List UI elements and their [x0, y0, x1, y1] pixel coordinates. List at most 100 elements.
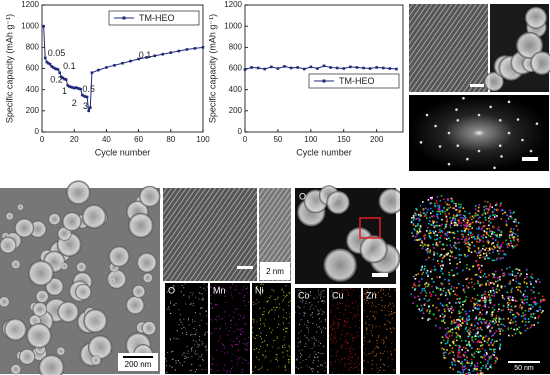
- map-dot: [283, 316, 285, 318]
- map-dot: [282, 346, 284, 348]
- overlay-dot: [436, 221, 438, 223]
- map-dot: [199, 344, 201, 346]
- overlay-dot: [461, 318, 464, 320]
- map-dot: [366, 300, 368, 302]
- overlay-dot: [495, 202, 498, 205]
- overlay-dot: [523, 298, 526, 301]
- map-dot: [226, 290, 228, 292]
- overlay-dot: [472, 367, 475, 370]
- overlay-dot: [453, 321, 456, 324]
- map-dot: [304, 335, 306, 337]
- overlay-dot: [439, 231, 442, 233]
- overlay-dot: [490, 330, 492, 333]
- overlay-dot: [453, 236, 455, 239]
- overlay-dot: [428, 216, 431, 219]
- overlay-dot: [425, 248, 428, 251]
- overlay-dot: [411, 217, 413, 219]
- data-point: [85, 95, 89, 99]
- overlay-dot: [468, 362, 471, 364]
- overlay-dot: [427, 244, 429, 247]
- map-dot: [288, 292, 290, 294]
- overlay-dot: [451, 218, 454, 221]
- map-dot: [238, 357, 240, 359]
- map-dot: [381, 309, 383, 311]
- overlay-dot: [417, 273, 420, 275]
- data-point: [121, 61, 124, 65]
- map-dot: [304, 323, 306, 325]
- overlay-dot: [451, 363, 454, 366]
- overlay-dot: [504, 285, 506, 288]
- map-dot: [258, 359, 260, 361]
- map-dot: [219, 338, 221, 340]
- overlay-dot: [430, 224, 433, 226]
- overlay-dot: [471, 285, 474, 288]
- overlay-dot: [458, 206, 461, 209]
- map-dot: [389, 327, 391, 329]
- overlay-dot: [436, 260, 439, 262]
- map-dot: [321, 313, 323, 315]
- particle: [141, 320, 157, 336]
- overlay-dot: [433, 252, 436, 254]
- map-dot: [335, 361, 337, 363]
- map-dot: [283, 344, 285, 346]
- overlay-dot: [516, 243, 519, 246]
- overlay-dot: [472, 369, 475, 372]
- map-dot: [386, 320, 388, 322]
- overlay-dot: [458, 349, 460, 351]
- overlay-dot: [489, 215, 491, 218]
- overlay-dot: [448, 231, 451, 234]
- overlay-dot: [537, 278, 540, 281]
- map-dot: [201, 344, 203, 346]
- overlay-dot: [488, 356, 490, 358]
- overlay-dot: [509, 209, 511, 212]
- overlay-dot: [469, 364, 472, 367]
- overlay-dot: [443, 287, 445, 290]
- map-dot: [245, 348, 247, 350]
- overlay-dot: [466, 222, 468, 224]
- overlay-dot: [438, 210, 441, 212]
- map-dot: [170, 302, 172, 304]
- overlay-dot: [477, 217, 480, 220]
- overlay-dot: [494, 356, 497, 359]
- overlay-dot: [443, 357, 446, 359]
- overlay-dot: [427, 250, 430, 253]
- overlay-dot: [479, 222, 482, 225]
- map-dot: [264, 350, 266, 352]
- overlay-dot: [485, 276, 488, 278]
- overlay-dot: [461, 233, 463, 236]
- map-dot: [304, 291, 306, 293]
- map-dot: [380, 288, 382, 290]
- overlay-dot: [462, 219, 465, 222]
- map-dot: [224, 302, 226, 304]
- y-axis-label: Specific capacity (mAh g⁻¹): [4, 14, 14, 123]
- overlay-dot: [477, 335, 480, 338]
- map-dot: [313, 343, 315, 345]
- overlay-dot: [491, 339, 493, 341]
- overlay-dot: [453, 257, 456, 259]
- overlay-dot: [482, 252, 485, 255]
- map-dot: [282, 352, 284, 354]
- map-dot: [226, 327, 228, 329]
- overlay-dot: [464, 365, 466, 368]
- overlay-dot: [436, 244, 439, 247]
- map-dot: [175, 369, 177, 371]
- overlay-dot: [475, 238, 477, 240]
- map-dot: [169, 339, 171, 341]
- overlay-dot: [436, 202, 438, 204]
- overlay-dot: [446, 349, 448, 351]
- overlay-dot: [473, 356, 475, 358]
- overlay-dot: [451, 331, 454, 334]
- map-dot: [339, 302, 341, 304]
- data-point: [256, 66, 260, 70]
- overlay-dot: [483, 321, 486, 323]
- overlay-dot: [512, 321, 514, 324]
- map-label: Co: [298, 290, 310, 300]
- overlay-dot: [424, 215, 427, 217]
- overlay-dot: [469, 345, 471, 347]
- overlay-dot: [467, 319, 470, 322]
- overlay-dot: [424, 268, 426, 270]
- overlay-dot: [493, 259, 496, 262]
- overlay-dot: [515, 268, 518, 270]
- map-dot: [224, 316, 226, 318]
